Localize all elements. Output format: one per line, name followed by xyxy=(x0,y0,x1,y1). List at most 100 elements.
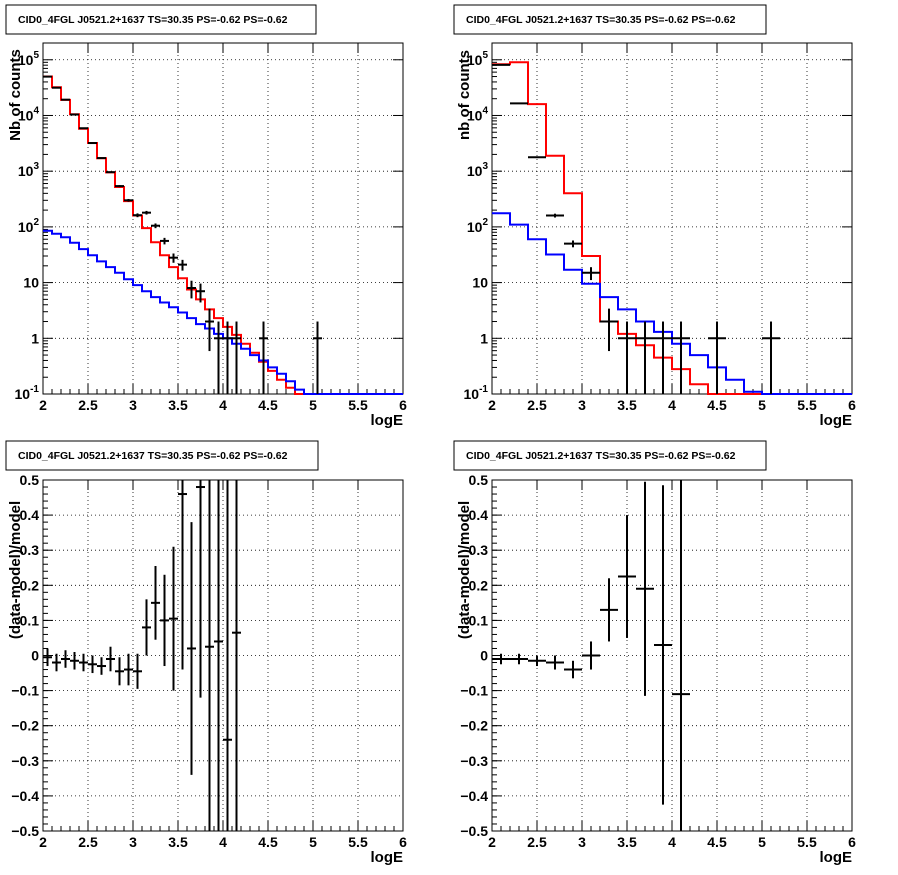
x-tick-label: 5 xyxy=(309,397,317,413)
y-tick-label: 0 xyxy=(31,648,39,664)
y-tick-label: 102 xyxy=(18,217,40,235)
y-tick-label: −0.5 xyxy=(460,823,488,839)
x-tick-label: 3.5 xyxy=(168,397,188,413)
y-tick-label: 0.3 xyxy=(469,542,489,558)
y-tick-label: −0.3 xyxy=(460,753,488,769)
panel-residuals-coarse: CID0_4FGL J0521.2+1637 TS=30.35 PS=-0.62… xyxy=(453,440,767,471)
x-tick-label: 3.5 xyxy=(617,834,637,850)
x-tick-label: 4.5 xyxy=(707,397,727,413)
plot-area-3: 2 2.5 3 3.5 4 4.5 5 5.5 6 −0.5 −0.4 −0.3 −0.2 −0.1 0 0.… xyxy=(456,472,856,866)
x-tick-label: 6 xyxy=(848,834,856,850)
y-tick-label: 103 xyxy=(467,161,489,179)
y-tick-label: 10-1 xyxy=(464,384,489,402)
y-tick-label: 0 xyxy=(480,648,488,664)
x-tick-label: 5.5 xyxy=(348,397,368,413)
y-tick-label: 0.4 xyxy=(469,507,489,523)
x-tick-label: 4 xyxy=(219,397,227,413)
x-tick-label: 2.5 xyxy=(527,834,547,850)
y-tick-label: 105 xyxy=(467,50,489,68)
red-model-histogram xyxy=(43,75,403,395)
y-tick-label: 0.5 xyxy=(20,472,40,488)
y-tick-label: −0.1 xyxy=(460,683,488,699)
x-tick-label: 4 xyxy=(668,834,676,850)
x-axis-label: logE xyxy=(820,412,853,429)
y-tick-label: 104 xyxy=(467,105,489,123)
title-box xyxy=(453,440,767,471)
x-tick-label: 2 xyxy=(39,397,47,413)
y-tick-label: 0.2 xyxy=(20,577,40,593)
panel-title: CID0_4FGL J0521.2+1637 TS=30.35 PS=-0.62… xyxy=(18,14,288,26)
x-tick-label: 2 xyxy=(39,834,47,850)
panel-counts-coarse: CID0_4FGL J0521.2+1637 TS=30.35 PS=-0.62… xyxy=(453,4,767,35)
y-tick-label: −0.4 xyxy=(11,788,39,804)
x-tick-label: 3.5 xyxy=(168,834,188,850)
x-tick-label: 2.5 xyxy=(527,397,547,413)
title-box xyxy=(453,4,767,35)
y-axis-label: nb of counts xyxy=(456,50,473,140)
x-tick-label: 2.5 xyxy=(78,834,98,850)
y-tick-label: 0.2 xyxy=(469,577,489,593)
x-tick-label: 2 xyxy=(488,834,496,850)
panel-title: CID0_4FGL J0521.2+1637 TS=30.35 PS=-0.62… xyxy=(466,450,736,462)
x-axis-label: logE xyxy=(820,849,853,866)
x-tick-label: 3 xyxy=(129,834,137,850)
plot-area-1: 2 2.5 3 3.5 4 4.5 5 5.5 6 10-1 1 10 102 103 104 105 logE… xyxy=(456,42,856,429)
y-axis-label: Nb of counts xyxy=(7,49,24,141)
y-tick-label: −0.5 xyxy=(11,823,39,839)
plot-area-2: 2 2.5 3 3.5 4 4.5 5 5.5 6 −0.5 −0.4 −0.3 −0.2 −0.1 0 0.… xyxy=(7,472,407,866)
y-tick-label: 103 xyxy=(18,161,40,179)
y-tick-label: 0.1 xyxy=(20,612,40,628)
y-axis-label: (data-model)/model xyxy=(7,501,24,639)
blue-model-histogram xyxy=(492,212,852,395)
x-tick-label: 4.5 xyxy=(258,397,278,413)
y-tick-label: −0.2 xyxy=(460,718,488,734)
x-tick-label: 5.5 xyxy=(348,834,368,850)
y-tick-label: 105 xyxy=(18,50,40,68)
x-tick-label: 3.5 xyxy=(617,397,637,413)
x-axis-label: logE xyxy=(371,412,404,429)
x-tick-label: 3 xyxy=(129,397,137,413)
title-box xyxy=(5,440,319,471)
x-tick-label: 5.5 xyxy=(797,834,817,850)
x-tick-label: 4 xyxy=(219,834,227,850)
y-tick-label: 0.4 xyxy=(20,507,40,523)
x-tick-label: 5 xyxy=(758,397,766,413)
x-tick-label: 5.5 xyxy=(797,397,817,413)
x-tick-label: 2.5 xyxy=(78,397,98,413)
y-tick-label: 0.3 xyxy=(20,542,40,558)
y-tick-label: 0.1 xyxy=(469,612,489,628)
x-tick-label: 4.5 xyxy=(258,834,278,850)
x-tick-label: 4.5 xyxy=(707,834,727,850)
red-model-histogram xyxy=(492,61,852,395)
x-tick-label: 2 xyxy=(488,397,496,413)
y-tick-label: −0.4 xyxy=(460,788,488,804)
y-tick-label: 0.5 xyxy=(469,472,489,488)
x-tick-label: 6 xyxy=(399,397,407,413)
y-tick-label: −0.2 xyxy=(11,718,39,734)
panel-title: CID0_4FGL J0521.2+1637 TS=30.35 PS=-0.62… xyxy=(466,14,736,26)
x-tick-label: 4 xyxy=(668,397,676,413)
panel-residuals-fine: CID0_4FGL J0521.2+1637 TS=30.35 PS=-0.62… xyxy=(5,440,319,471)
plot-area-0: 2 2.5 3 3.5 4 4.5 5 5.5 6 10-1 1 10 102 103 104 105 logE… xyxy=(7,42,407,429)
y-tick-label: 10 xyxy=(23,275,39,291)
x-tick-label: 6 xyxy=(848,397,856,413)
x-tick-label: 5 xyxy=(758,834,766,850)
panel-counts-fine: CID0_4FGL J0521.2+1637 TS=30.35 PS=-0.62… xyxy=(5,4,317,35)
y-tick-label: −0.1 xyxy=(11,683,39,699)
x-tick-label: 6 xyxy=(399,834,407,850)
y-tick-label: 102 xyxy=(467,217,489,235)
x-tick-label: 5 xyxy=(309,834,317,850)
y-tick-label: 1 xyxy=(31,330,39,346)
y-tick-label: 1 xyxy=(480,330,488,346)
y-axis-label: (data-model)/model xyxy=(456,501,473,639)
x-tick-label: 3 xyxy=(578,834,586,850)
panel-title: CID0_4FGL J0521.2+1637 TS=30.35 PS=-0.62… xyxy=(18,450,288,462)
x-axis-label: logE xyxy=(371,849,404,866)
y-tick-label: 10 xyxy=(472,275,488,291)
y-tick-label: −0.3 xyxy=(11,753,39,769)
y-tick-label: 10-1 xyxy=(15,384,40,402)
title-box xyxy=(5,4,317,35)
y-tick-label: 104 xyxy=(18,105,40,123)
blue-model-histogram xyxy=(43,229,403,395)
